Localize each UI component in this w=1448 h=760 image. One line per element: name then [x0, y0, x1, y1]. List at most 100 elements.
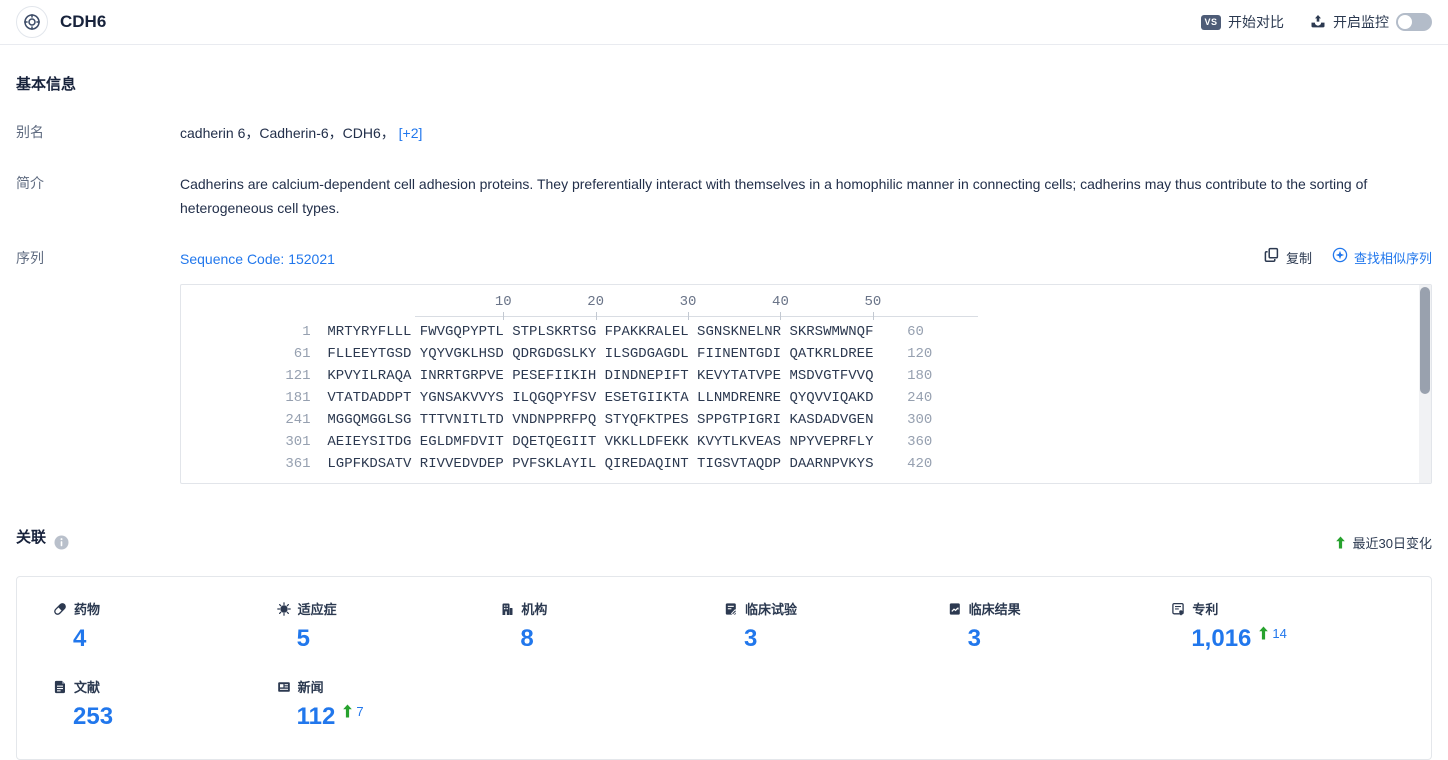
line-start-number: 241 — [285, 412, 311, 428]
enable-monitor-control: 开启监控 — [1310, 12, 1432, 32]
line-end-number: 180 — [907, 368, 933, 384]
stat-label: 适应症 — [297, 602, 337, 618]
stat-label: 文献 — [74, 680, 101, 696]
sequence-text: FLLEEYTGSD YQYVGKLHSD QDRGDGSLKY ILSGDGA… — [327, 346, 874, 362]
associations-grid: 药物 4 适应症 5 — [16, 576, 1432, 760]
sequence-text: AEIEYSITDG EGLDMFDVIT DQETQEGIIT VKKLLDF… — [327, 434, 874, 450]
sequence-scrollbar-thumb[interactable] — [1420, 287, 1430, 394]
alias-value: cadherin 6，Cadherin-6，CDH6， [+2] — [180, 121, 1432, 145]
line-end-number: 120 — [907, 346, 933, 362]
basic-info-section-title: 基本信息 — [16, 76, 77, 93]
enable-monitor-label: 开启监控 — [1333, 14, 1389, 30]
line-end-number: 420 — [907, 456, 933, 472]
stat-cell: 专利 1,016 14 — [1171, 599, 1395, 653]
alias-label: 别名 — [16, 124, 44, 140]
ruler-tick — [688, 312, 690, 320]
ruler-mark: 50 — [864, 294, 882, 310]
sequence-label: 序列 — [16, 250, 44, 266]
stat-label: 药物 — [74, 602, 101, 618]
stat-value-link[interactable]: 4 — [73, 625, 87, 653]
associations-header: 关联 最近30日变化 — [16, 526, 1432, 559]
copy-icon — [1264, 247, 1280, 271]
start-compare-button[interactable]: VS 开始对比 — [1201, 12, 1284, 32]
stat-label: 机构 — [521, 602, 548, 618]
copy-sequence-button[interactable]: 复制 — [1264, 247, 1312, 271]
alias-more-link[interactable]: [+2] — [398, 125, 423, 141]
alias-row: 别名 cadherin 6，Cadherin-6，CDH6， [+2] — [16, 121, 1432, 145]
stat-cell: 药物 4 — [53, 599, 277, 653]
sequence-scrollbar-track — [1419, 285, 1431, 483]
sequence-row: 181 VTATDADDPT YGNSAKVVYS ILQGQPYFSV ESET… — [277, 387, 1431, 409]
associations-section-title: 关联 — [16, 529, 47, 546]
stat-value-link[interactable]: 3 — [967, 625, 982, 653]
ruler-tick — [595, 312, 597, 320]
intro-text: Cadherins are calcium-dependent cell adh… — [180, 176, 1368, 216]
line-start-number: 361 — [285, 456, 311, 472]
main-content: 基本信息 别名 cadherin 6，Cadherin-6，CDH6， [+2]… — [0, 73, 1448, 760]
ruler-mark: 30 — [679, 294, 697, 310]
sequence-code-link[interactable]: Sequence Code: 152021 — [180, 251, 335, 267]
stat-label: 临床结果 — [968, 602, 1021, 618]
up-arrow-icon — [342, 704, 353, 718]
building-icon — [500, 602, 514, 616]
monitor-toggle[interactable] — [1396, 13, 1432, 31]
stat-value-link[interactable]: 1,016 14 — [1191, 625, 1287, 653]
stat-label: 临床试验 — [745, 602, 798, 618]
info-icon[interactable] — [54, 535, 69, 550]
line-start-number: 1 — [302, 324, 311, 340]
line-end-number: 360 — [907, 434, 933, 450]
sequence-content: 10 20 30 40 50 1 MRTYRYFLLL FWVGQPYPTL STPLSK… — [181, 285, 1431, 475]
pill-icon — [53, 602, 67, 616]
line-start-number: 181 — [285, 390, 311, 406]
up-arrow-icon — [1258, 626, 1269, 640]
target-logo-icon — [16, 6, 48, 38]
stat-cell: 临床试验 3 — [724, 599, 948, 653]
sequence-toolbar: Sequence Code: 152021 复制 — [180, 247, 1432, 271]
ruler-mark: 20 — [587, 294, 605, 310]
stat-cell: 临床结果 3 — [948, 599, 1172, 653]
ruler-tick — [780, 312, 782, 320]
sequence-text: VTATDADDPT YGNSAKVVYS ILQGQPYFSV ESETGII… — [327, 390, 874, 406]
sequence-text: LGPFKDSATV RIVVEDVDEP PVFSKLAYIL QIREDAQ… — [327, 456, 874, 472]
stat-label: 新闻 — [297, 680, 324, 696]
line-start-number: 61 — [293, 346, 311, 362]
vs-icon: VS — [1201, 14, 1221, 30]
literature-icon — [53, 680, 67, 694]
sequence-row: 301 AEIEYSITDG EGLDMFDVIT DQETQEGIIT VKKL… — [277, 431, 1431, 453]
recent-change-indicator: 最近30日变化 — [1335, 533, 1432, 552]
find-similar-label: 查找相似序列 — [1353, 251, 1432, 266]
intro-row: 简介 Cadherins are calcium-dependent cell … — [16, 172, 1432, 220]
sequence-row: 121 KPVYILRAQA INRRTGRPVE PESEFIIKIH DIND… — [277, 365, 1431, 387]
stat-value-link[interactable]: 3 — [744, 625, 758, 653]
stat-cell: 机构 8 — [500, 599, 724, 653]
line-end-number: 300 — [907, 412, 933, 428]
ruler-tick — [872, 312, 874, 320]
top-bar: CDH6 VS 开始对比 开启监控 — [0, 0, 1448, 45]
sequence-text: MGGQMGGLSG TTTVNITLTD VNDNPPRFPQ STYQFKT… — [327, 412, 874, 428]
sequence-row: 361 LGPFKDSATV RIVVEDVDEP PVFSKLAYIL QIRE… — [277, 453, 1431, 475]
stat-value-link[interactable]: 253 — [73, 703, 114, 731]
line-end-number: 240 — [907, 390, 933, 406]
sequence-text: MRTYRYFLLL FWVGQPYPTL STPLSKRTSG FPAKKRA… — [327, 324, 874, 340]
recent-change-label: 最近30日变化 — [1352, 536, 1432, 552]
news-icon — [277, 680, 291, 694]
sequence-row: 241 MGGQMGGLSG TTTVNITLTD VNDNPPRFPQ STYQ… — [277, 409, 1431, 431]
stat-delta: 7 — [342, 704, 364, 719]
ruler-tick — [503, 312, 505, 320]
clinical-trial-icon — [724, 602, 738, 616]
ruler-line — [415, 316, 978, 317]
stat-label: 专利 — [1192, 602, 1219, 618]
start-compare-label: 开始对比 — [1228, 14, 1284, 30]
stat-value-link[interactable]: 5 — [296, 625, 311, 653]
stat-value-link[interactable]: 112 7 — [296, 703, 364, 731]
ruler-mark: 10 — [494, 294, 512, 310]
stat-cell: 新闻 112 7 — [277, 677, 501, 731]
find-similar-sequence-button[interactable]: 查找相似序列 — [1332, 247, 1432, 271]
up-arrow-icon — [1335, 536, 1346, 549]
clinical-result-icon — [948, 602, 962, 616]
patent-icon — [1171, 602, 1185, 616]
compass-star-icon — [1332, 247, 1348, 271]
line-start-number: 121 — [285, 368, 311, 384]
stat-value-link[interactable]: 8 — [520, 625, 534, 653]
sequence-row-section: 序列 Sequence Code: 152021 复制 — [16, 247, 1432, 484]
